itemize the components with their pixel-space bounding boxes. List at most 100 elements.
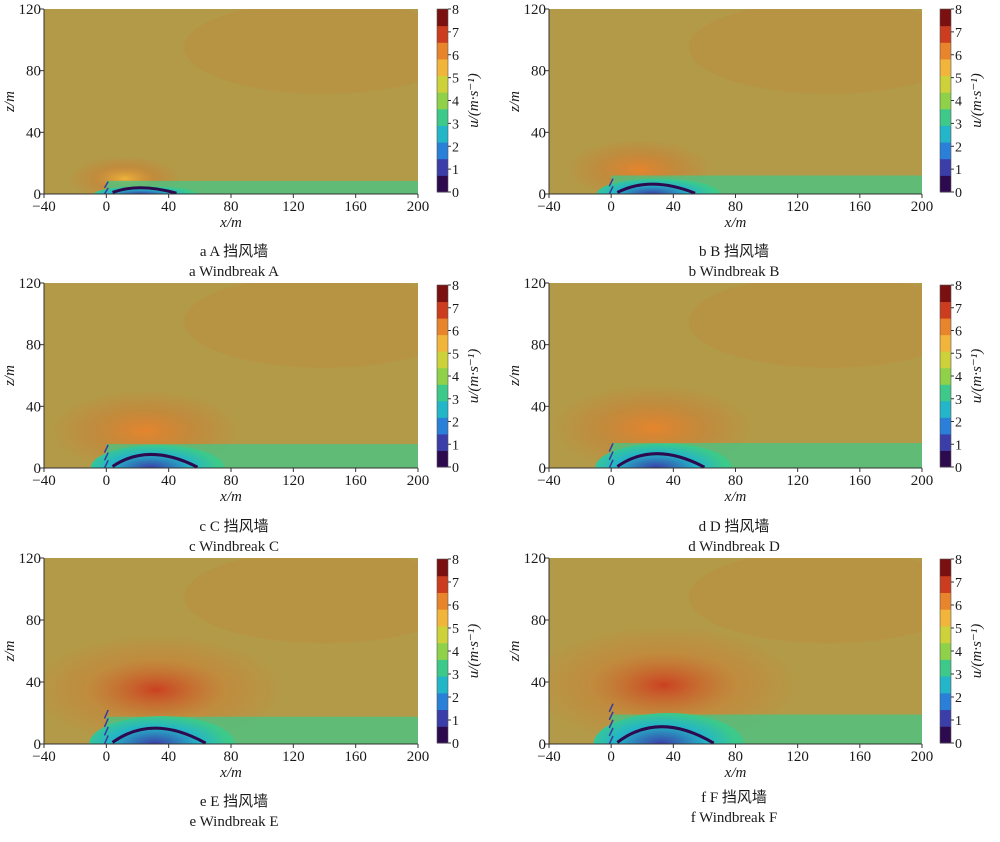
windbreak-segment — [608, 451, 614, 461]
colorbar-segment — [940, 692, 951, 711]
colorbar-segment — [940, 142, 951, 160]
colorbar-c: 0 1 2 3 4 5 6 7 8 u/(m·s⁻¹) — [436, 279, 482, 476]
colorbar-segment — [437, 417, 448, 435]
caption-e: e E 挡风墙 e Windbreak E — [0, 792, 474, 832]
colorbar-segment — [437, 75, 448, 93]
caption-f: f F 挡风墙 f Windbreak F — [494, 788, 974, 828]
colorbar-tick-label: 2 — [955, 691, 962, 706]
y-tick-label: 120 — [19, 551, 42, 567]
y-tick-label: 40 — [531, 675, 546, 691]
colorbar-segment — [437, 9, 448, 27]
shear-layer — [111, 726, 207, 744]
shear-layer — [111, 452, 199, 468]
colorbar-tick-label: 8 — [452, 553, 459, 568]
colorbar-segment — [437, 142, 448, 160]
y-tick-label: 40 — [26, 675, 41, 691]
x-tick-label: 200 — [911, 473, 934, 489]
x-axis-label: x/m — [724, 489, 747, 505]
colorbar-tick-label: 3 — [955, 393, 962, 408]
colorbar-segment — [940, 450, 951, 468]
colorbar-segment — [940, 108, 951, 126]
colorbar-tick-label: 0 — [452, 186, 459, 201]
colorbar-segment — [940, 158, 951, 176]
colorbar-segment — [940, 92, 951, 110]
colorbar-segment — [437, 318, 448, 336]
caption-cn-c: c C 挡风墙 — [199, 519, 269, 535]
colorbar-segment — [940, 642, 951, 660]
windbreak-segment — [608, 711, 614, 721]
colorbar-tick-label: 5 — [452, 72, 459, 87]
x-tick-label: 80 — [224, 749, 239, 765]
colorbar-segment — [940, 384, 951, 402]
x-tick-label: 40 — [161, 199, 176, 215]
colorbar-segment — [940, 367, 951, 385]
colorbar-tick-label: 7 — [955, 576, 962, 591]
colorbar-segment — [940, 625, 951, 644]
y-axis-label: z/m — [2, 640, 18, 662]
colorbar-segment — [940, 175, 951, 193]
caption-en-a: a Windbreak A — [189, 264, 279, 280]
colorbar-segment — [437, 351, 448, 369]
x-axis-label: x/m — [219, 765, 242, 781]
colorbar-segment — [437, 709, 448, 727]
velocity-field-f — [549, 558, 922, 744]
colorbar-segment — [437, 285, 448, 303]
colorbar-tick-label: 7 — [452, 302, 459, 317]
colorbar-tick-label: 7 — [452, 576, 459, 591]
colorbar-segment — [940, 9, 951, 27]
colorbar-tick-label: 8 — [452, 3, 459, 18]
colorbar-tick-label: 7 — [452, 26, 459, 41]
y-tick-label: 0 — [539, 187, 547, 203]
colorbar-tick-label: 2 — [955, 140, 962, 155]
colorbar-segment — [940, 285, 951, 303]
y-tick-label: 80 — [26, 64, 41, 80]
x-tick-label: 40 — [666, 749, 681, 765]
y-tick-label: 120 — [19, 2, 42, 18]
x-axis-label: x/m — [219, 215, 242, 231]
colorbar-segment — [940, 334, 951, 352]
x-tick-label: 160 — [344, 473, 367, 489]
y-axis-label: z/m — [507, 91, 523, 113]
windbreak-segment — [608, 443, 614, 452]
colorbar-tick-label: 2 — [955, 416, 962, 431]
colorbar-segment — [940, 726, 951, 744]
caption-b: b B 挡风墙 b Windbreak B — [494, 242, 974, 282]
colorbar-tick-label: 4 — [955, 370, 962, 385]
colorbar-segment — [437, 125, 448, 143]
velocity-field-b — [549, 9, 922, 194]
y-tick-label: 0 — [34, 187, 42, 203]
colorbar-segment — [437, 575, 448, 593]
colorbar-tick-label: 3 — [452, 117, 459, 132]
panel-a: −40 0 40 80 120 160 200x/m04080120z/m012345678… — [2, 2, 482, 231]
upper-flow-region — [688, 283, 922, 368]
colorbar-segment — [437, 301, 448, 319]
colorbar-f: 0 1 2 3 4 5 6 7 8 u/(m·s⁻¹) — [939, 553, 985, 752]
colorbar-segment — [437, 25, 448, 43]
y-tick-label: 40 — [531, 125, 546, 141]
x-tick-label: 80 — [728, 749, 743, 765]
caption-cn-f: f F 挡风墙 — [701, 790, 767, 806]
velocity-field-d — [549, 283, 922, 468]
colorbar-segment — [437, 609, 448, 627]
colorbar-tick-label: 4 — [452, 370, 459, 385]
x-axis-label: x/m — [724, 215, 747, 231]
caption-en-f: f Windbreak F — [690, 810, 778, 826]
colorbar-segment — [940, 575, 951, 593]
y-axis-label: z/m — [2, 91, 18, 113]
windbreak-segment — [103, 187, 109, 195]
x-tick-label: 0 — [607, 749, 615, 765]
colorbar-tick-label: 3 — [452, 668, 459, 683]
colorbar-tick-label: 3 — [452, 393, 459, 408]
windbreak-segment — [608, 719, 614, 729]
colorbar-segment — [437, 175, 448, 193]
colorbar-tick-label: 6 — [452, 599, 459, 614]
shear-layer — [616, 182, 696, 194]
caption-cn-e: e E 挡风墙 — [199, 794, 269, 810]
y-tick-label: 40 — [26, 125, 41, 141]
x-tick-label: 200 — [407, 199, 430, 215]
colorbar-segment — [437, 433, 448, 451]
colorbar-tick-label: 0 — [955, 461, 962, 476]
windbreak-segment — [103, 452, 109, 461]
y-tick-label: 80 — [531, 613, 546, 629]
colorbar-tick-label: 6 — [452, 49, 459, 64]
